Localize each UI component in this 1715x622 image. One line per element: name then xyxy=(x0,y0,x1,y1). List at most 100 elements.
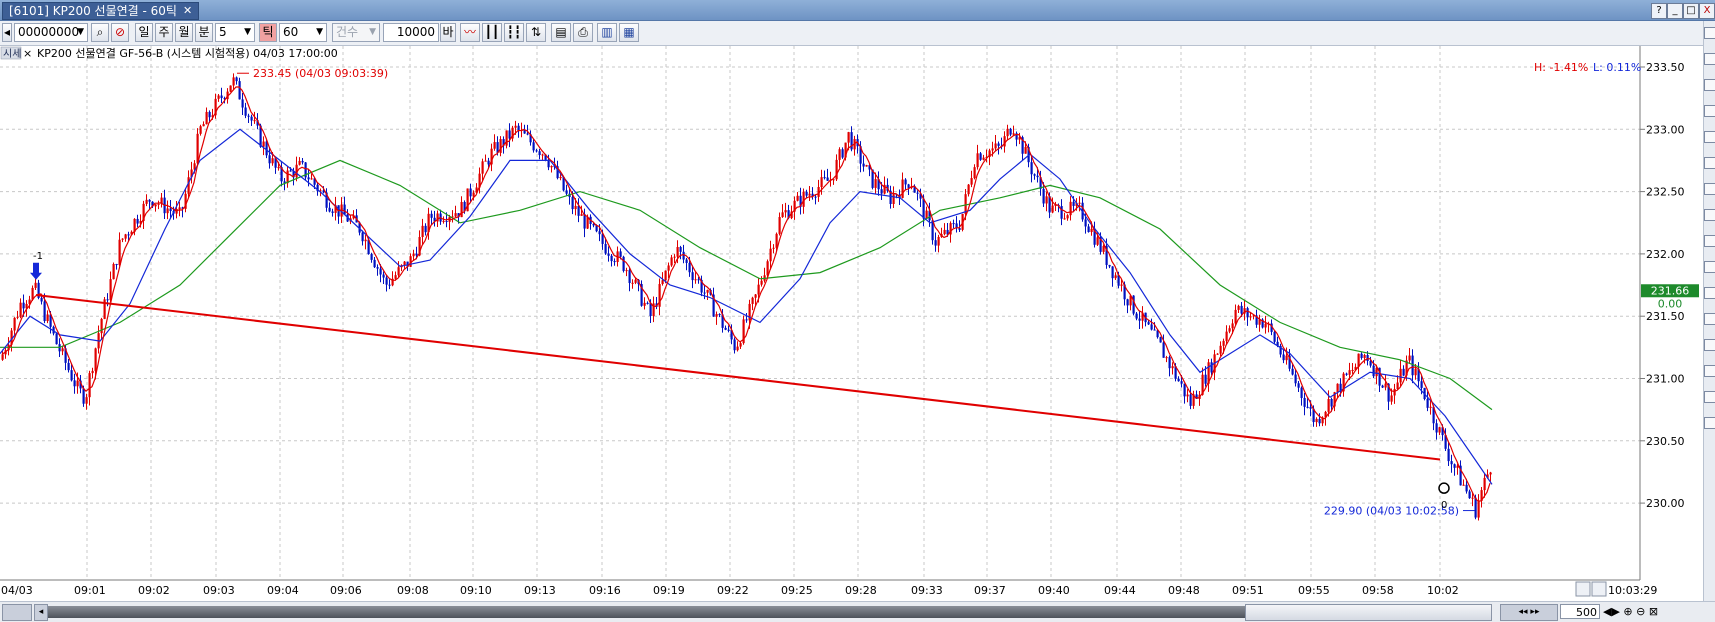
current-price: 231.66 xyxy=(1651,284,1690,297)
restore-button[interactable]: □ xyxy=(1683,3,1699,19)
bar-chart-icon[interactable]: ┃┃ xyxy=(482,23,502,42)
candle-body xyxy=(751,297,754,304)
draw-horizontal-icon[interactable] xyxy=(1704,79,1715,91)
bar-count-input[interactable]: 500 xyxy=(1560,604,1600,619)
zoom-controls-icon[interactable]: ◀▶ ⊕ ⊖ ⊠ xyxy=(1603,605,1659,618)
tab-close-icon[interactable]: ✕ xyxy=(182,4,193,17)
candle-body xyxy=(466,188,469,212)
candle-body xyxy=(1315,418,1318,423)
draw-cross-icon[interactable] xyxy=(1704,235,1715,247)
count-input[interactable]: 10000 xyxy=(383,23,439,42)
candle-body xyxy=(244,107,247,116)
tick-select[interactable]: 60 ▼ xyxy=(279,23,327,42)
candle-body xyxy=(106,299,109,301)
candle-body xyxy=(1363,355,1366,358)
candle-body xyxy=(181,207,184,209)
candle-body xyxy=(922,198,925,219)
draw-channel-icon[interactable] xyxy=(1704,157,1715,169)
x-tick-label: 09:40 xyxy=(1038,584,1070,597)
help-button[interactable]: ? xyxy=(1651,3,1667,19)
search-reset-icon[interactable]: ⊘ xyxy=(111,23,129,42)
legend-close-icon[interactable]: × xyxy=(23,47,32,60)
candle-body xyxy=(1435,423,1438,433)
candle-body xyxy=(1264,323,1267,328)
candle-body xyxy=(1165,357,1168,359)
draw-erase-icon[interactable] xyxy=(1704,313,1715,325)
scroll-nav-icon[interactable]: ◂◂ ▸▸ xyxy=(1500,604,1558,621)
candle-body xyxy=(667,265,670,271)
candle-body xyxy=(28,299,31,304)
period-minute-button[interactable]: 분 xyxy=(195,23,213,42)
candle-body xyxy=(964,194,967,214)
toolbar-left-arrow-icon[interactable]: ◂ xyxy=(2,23,12,42)
period-month-button[interactable]: 월 xyxy=(175,23,193,42)
candle-body xyxy=(1444,435,1447,449)
draw-circle-icon[interactable] xyxy=(1704,287,1715,299)
zoom-icon[interactable] xyxy=(1591,581,1607,597)
candle-body xyxy=(1222,340,1225,346)
trendline[interactable] xyxy=(35,294,1441,461)
search-icon[interactable]: ⌕ xyxy=(91,23,109,42)
code-select[interactable]: 00000000 ▼ xyxy=(14,23,88,42)
candle-body xyxy=(1306,406,1309,408)
sort-icon[interactable]: ⇅ xyxy=(526,23,546,42)
candle-body xyxy=(1294,374,1297,384)
candle-body xyxy=(214,98,217,116)
candle-body xyxy=(1189,394,1192,406)
candle-body xyxy=(124,234,127,239)
draw-more-icon[interactable] xyxy=(1704,417,1715,429)
scroll-thumb[interactable] xyxy=(1245,604,1492,621)
candle-body xyxy=(565,190,568,194)
period-tick-button[interactable]: 틱 xyxy=(259,23,277,42)
scroll-menu-icon[interactable] xyxy=(2,604,32,621)
candle-chart-icon[interactable]: ┇┇ xyxy=(504,23,524,42)
candle-body xyxy=(604,243,607,254)
document-icon[interactable]: ▤ xyxy=(551,23,571,42)
x-tick-label: 09:33 xyxy=(911,584,943,597)
period-week-button[interactable]: 주 xyxy=(155,23,173,42)
candle-body xyxy=(745,319,748,321)
draw-line-icon[interactable] xyxy=(1704,27,1715,39)
candle-body xyxy=(46,314,49,322)
draw-vertical-icon[interactable] xyxy=(1704,105,1715,117)
candle-body xyxy=(277,167,280,169)
print-icon[interactable]: ⎙ xyxy=(573,23,593,42)
candle-body xyxy=(154,204,157,207)
scroll-track[interactable] xyxy=(48,606,1488,618)
draw-box-icon[interactable] xyxy=(1704,261,1715,273)
count-select[interactable]: 건수 ▼ xyxy=(332,23,380,42)
candle-body xyxy=(1384,383,1387,388)
minimize-button[interactable]: _ xyxy=(1667,3,1683,19)
candle-body xyxy=(1345,373,1348,375)
draw-magnet-icon[interactable] xyxy=(1704,339,1715,351)
candle-body xyxy=(430,213,433,218)
draw-text-icon[interactable] xyxy=(1704,209,1715,221)
scroll-left-icon[interactable]: ◂ xyxy=(34,604,48,621)
window-tab[interactable]: [6101] KP200 선물연결 - 60틱 ✕ xyxy=(2,2,200,20)
draw-fibo-icon[interactable] xyxy=(1704,131,1715,143)
right-tool-sidebar xyxy=(1703,21,1715,621)
draw-settings-icon[interactable] xyxy=(1704,391,1715,403)
candle-body xyxy=(166,208,169,214)
period-day-button[interactable]: 일 xyxy=(135,23,153,42)
layout-icon[interactable]: ▥ xyxy=(597,23,617,42)
candle-body xyxy=(1009,128,1012,135)
line-chart-icon[interactable]: 〰 xyxy=(460,23,480,42)
candle-body xyxy=(712,294,715,317)
draw-zoom-icon[interactable] xyxy=(1704,365,1715,377)
y-tick-label: 232.00 xyxy=(1646,248,1685,261)
draw-arrow-icon[interactable] xyxy=(1704,183,1715,195)
draw-trend-icon[interactable] xyxy=(1704,53,1715,65)
pencil-icon[interactable] xyxy=(1575,581,1591,597)
close-window-button[interactable]: X xyxy=(1699,3,1715,19)
buy-signal-icon xyxy=(1438,482,1450,494)
x-tick-label: 09:28 xyxy=(845,584,877,597)
x-axis: 04/03 09:01 09:02 09:03 09:04 09:06 09:08 09:10… xyxy=(1,584,1459,597)
chevron-down-icon: ▼ xyxy=(77,27,84,37)
grid-icon[interactable]: ▦ xyxy=(619,23,639,42)
price-chart[interactable]: 233.50 233.00 232.50 232.00 231.50 231.00 230.… xyxy=(0,46,1715,601)
minute-select[interactable]: 5 ▼ xyxy=(215,23,255,42)
candle-body xyxy=(316,184,319,192)
x-tick-label: 09:51 xyxy=(1232,584,1264,597)
chart-scrollbar[interactable]: ◂ ◂◂ ▸▸ 500 ◀▶ ⊕ ⊖ ⊠ xyxy=(0,601,1715,622)
